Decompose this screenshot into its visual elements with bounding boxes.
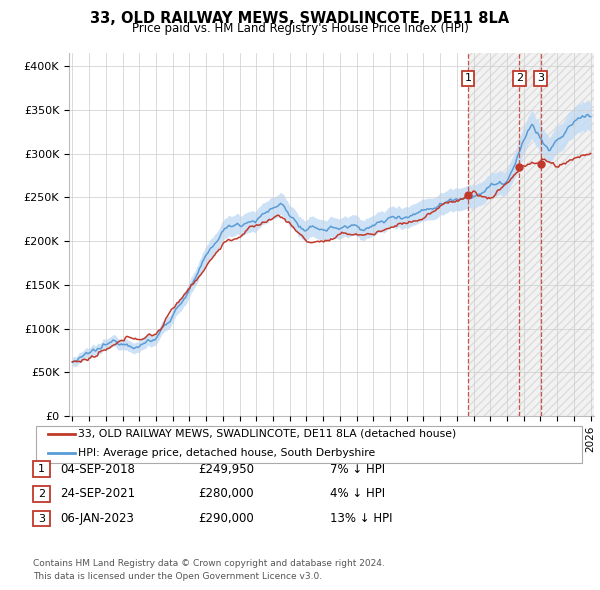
Text: 2: 2 — [38, 489, 45, 499]
Text: HPI: Average price, detached house, South Derbyshire: HPI: Average price, detached house, Sout… — [78, 448, 375, 458]
Text: 1: 1 — [464, 74, 472, 84]
Text: 06-JAN-2023: 06-JAN-2023 — [60, 512, 134, 525]
Text: 24-SEP-2021: 24-SEP-2021 — [60, 487, 135, 500]
Text: This data is licensed under the Open Government Licence v3.0.: This data is licensed under the Open Gov… — [33, 572, 322, 581]
Text: 7% ↓ HPI: 7% ↓ HPI — [330, 463, 385, 476]
Text: 3: 3 — [537, 74, 544, 84]
Text: Contains HM Land Registry data © Crown copyright and database right 2024.: Contains HM Land Registry data © Crown c… — [33, 559, 385, 568]
Text: 1: 1 — [38, 464, 45, 474]
Text: £249,950: £249,950 — [198, 463, 254, 476]
Text: 13% ↓ HPI: 13% ↓ HPI — [330, 512, 392, 525]
Text: £280,000: £280,000 — [198, 487, 254, 500]
Text: Price paid vs. HM Land Registry's House Price Index (HPI): Price paid vs. HM Land Registry's House … — [131, 22, 469, 35]
Bar — [468, 53, 600, 416]
Text: 33, OLD RAILWAY MEWS, SWADLINCOTE, DE11 8LA (detached house): 33, OLD RAILWAY MEWS, SWADLINCOTE, DE11 … — [78, 429, 456, 439]
Text: 33, OLD RAILWAY MEWS, SWADLINCOTE, DE11 8LA: 33, OLD RAILWAY MEWS, SWADLINCOTE, DE11 … — [91, 11, 509, 25]
Text: 04-SEP-2018: 04-SEP-2018 — [60, 463, 135, 476]
Text: 4% ↓ HPI: 4% ↓ HPI — [330, 487, 385, 500]
Bar — [468, 53, 600, 416]
Text: £290,000: £290,000 — [198, 512, 254, 525]
Text: 2: 2 — [516, 74, 523, 84]
Text: 3: 3 — [38, 514, 45, 523]
